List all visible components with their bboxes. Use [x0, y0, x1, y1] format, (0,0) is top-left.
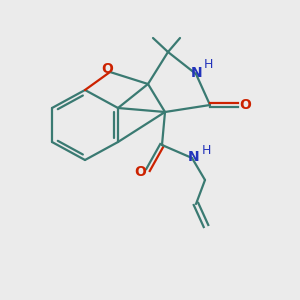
Text: H: H: [203, 58, 213, 70]
Text: N: N: [191, 66, 203, 80]
Text: H: H: [201, 143, 211, 157]
Text: N: N: [188, 150, 200, 164]
Text: O: O: [239, 98, 251, 112]
Text: O: O: [101, 62, 113, 76]
Text: O: O: [134, 165, 146, 179]
